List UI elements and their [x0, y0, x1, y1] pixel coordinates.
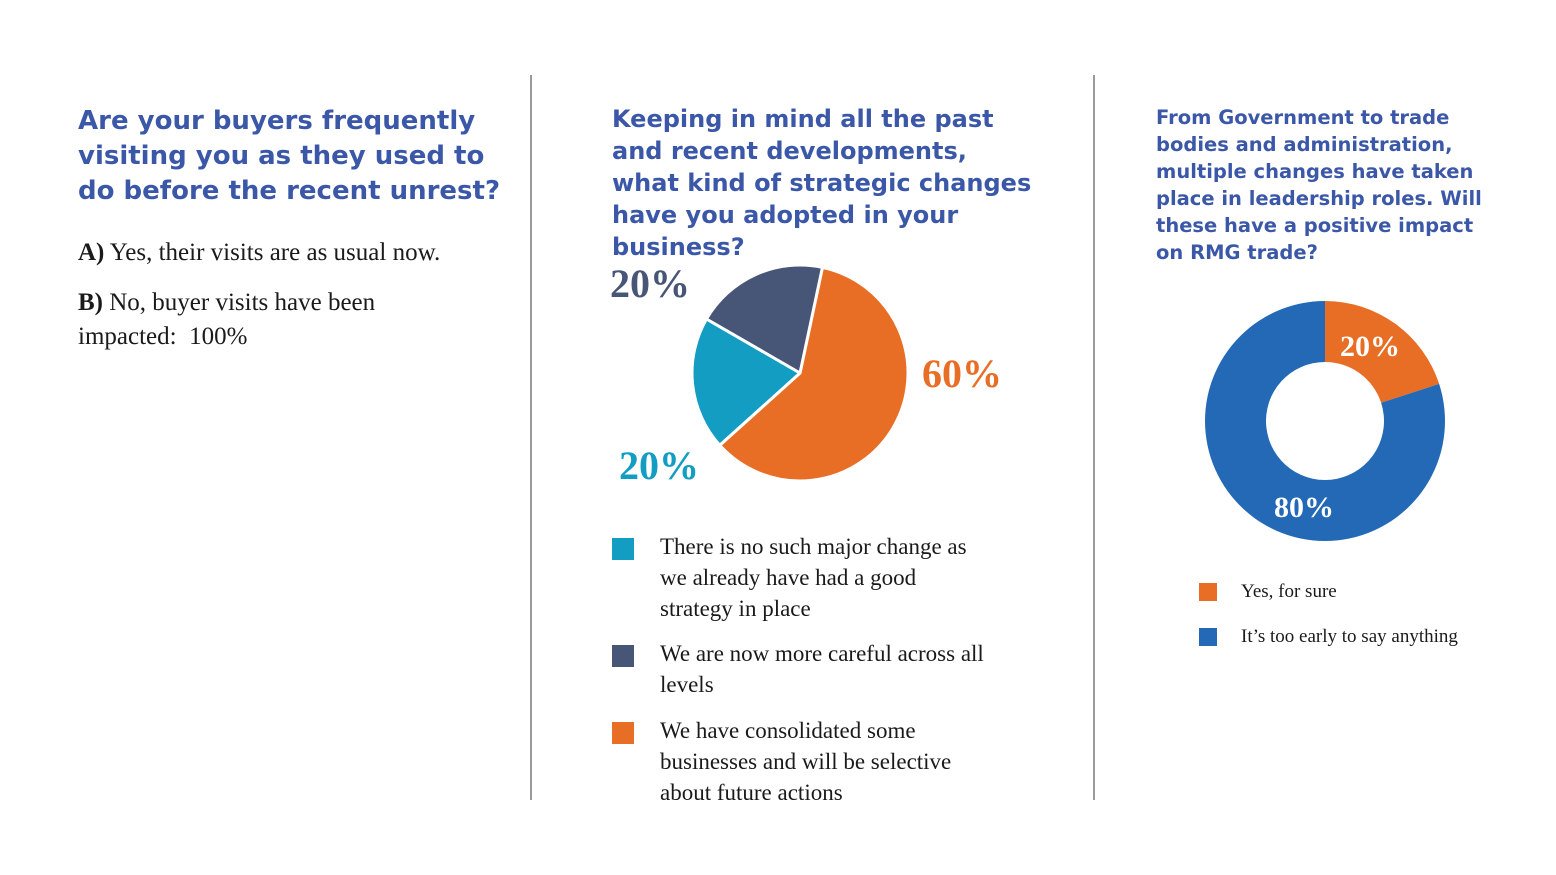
pie-legend-item-consolidated: We have consolidated some businesses and…	[612, 715, 992, 808]
pie-legend-item-careful: We are now more careful across all level…	[612, 638, 992, 700]
legend-label: Yes, for sure	[1241, 581, 1337, 602]
answer-b: B) No, buyer visits have been impacted: …	[78, 286, 478, 354]
column-divider-left	[530, 75, 532, 800]
answer-a-text: Yes, their visits are as usual now.	[109, 239, 441, 266]
pie-slice-careful	[704, 263, 824, 375]
answer-a: A) Yes, their visits are as usual now.	[78, 236, 478, 270]
legend-label: There is no such major change as we alre…	[660, 534, 967, 621]
question-1-title: Are your buyers frequently visiting you …	[78, 106, 501, 206]
legend-swatch	[612, 645, 634, 667]
pie-data-label: 20%	[619, 443, 699, 488]
donut-legend-item-yes: Yes, for sure	[1199, 578, 1529, 606]
legend-label: It’s too early to say anything	[1241, 626, 1458, 647]
legend-swatch	[1199, 628, 1217, 646]
question-3-title: From Government to trade bodies and admi…	[1156, 106, 1482, 264]
pie-legend-item-no-change: There is no such major change as we alre…	[612, 531, 992, 624]
donut-slice-yes	[1325, 301, 1440, 403]
pie-data-label: 20%	[610, 261, 690, 306]
legend-swatch	[1199, 583, 1217, 601]
legend-label: We have consolidated some businesses and…	[660, 718, 952, 805]
pie-data-label: 60%	[922, 351, 1002, 396]
donut-data-label: 80%	[1274, 491, 1334, 524]
answer-b-text: No, buyer visits have been impacted:	[78, 289, 376, 350]
legend-swatch	[612, 722, 634, 744]
pie-slice-no-change	[690, 317, 802, 447]
donut-data-label: 20%	[1340, 330, 1400, 363]
pie-slice-consolidated	[718, 265, 910, 483]
legend-label: We are now more careful across all level…	[660, 641, 984, 697]
donut-slice-too-early	[1205, 301, 1446, 542]
question-2-title: Keeping in mind all the past and recent …	[612, 105, 1032, 261]
legend-swatch	[612, 538, 634, 560]
answer-b-letter: B)	[78, 289, 103, 316]
column-divider-right	[1093, 75, 1095, 800]
donut-legend-item-too-early: It’s too early to say anything	[1199, 623, 1529, 651]
answer-b-value: 100%	[189, 323, 248, 350]
answer-a-letter: A)	[78, 239, 105, 266]
